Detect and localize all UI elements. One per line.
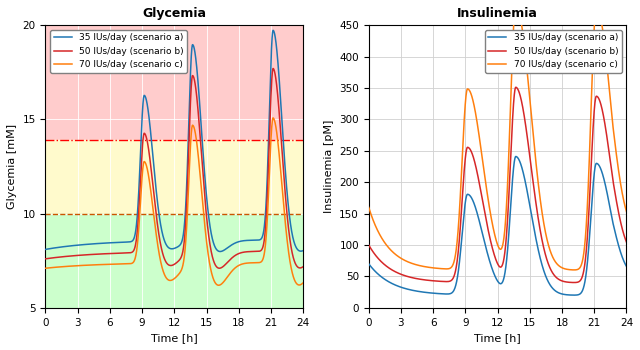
Bar xyxy=(45,140,303,214)
Bar xyxy=(45,25,303,140)
50 IUs/day (scenario b) xyxy=(410,276,417,280)
70 IUs/day (scenario c) xyxy=(140,160,148,164)
35 IUs/day (scenario a) xyxy=(410,288,417,293)
70 IUs/day (scenario c) xyxy=(267,148,275,152)
70 IUs/day (scenario c) xyxy=(42,266,49,270)
35 IUs/day (scenario a) xyxy=(475,217,483,221)
50 IUs/day (scenario b) xyxy=(394,271,402,275)
Bar xyxy=(45,214,303,308)
70 IUs/day (scenario c) xyxy=(300,281,307,285)
70 IUs/day (scenario c) xyxy=(410,262,417,266)
70 IUs/day (scenario c) xyxy=(269,116,277,120)
35 IUs/day (scenario a) xyxy=(512,154,520,159)
70 IUs/day (scenario c) xyxy=(86,263,94,267)
Y-axis label: Insulinemia [pM]: Insulinemia [pM] xyxy=(324,120,333,213)
35 IUs/day (scenario a) xyxy=(267,75,275,79)
50 IUs/day (scenario b) xyxy=(365,243,372,247)
50 IUs/day (scenario b) xyxy=(570,280,578,285)
50 IUs/day (scenario b) xyxy=(590,114,598,119)
X-axis label: Time [h]: Time [h] xyxy=(151,333,198,343)
35 IUs/day (scenario a) xyxy=(71,243,79,247)
70 IUs/day (scenario c) xyxy=(618,187,625,191)
Line: 50 IUs/day (scenario b): 50 IUs/day (scenario b) xyxy=(369,87,627,282)
50 IUs/day (scenario b) xyxy=(216,266,223,270)
50 IUs/day (scenario b) xyxy=(294,265,302,270)
Title: Glycemia: Glycemia xyxy=(142,7,206,20)
50 IUs/day (scenario b) xyxy=(623,240,630,244)
70 IUs/day (scenario c) xyxy=(294,283,302,287)
35 IUs/day (scenario a) xyxy=(152,181,159,186)
35 IUs/day (scenario a) xyxy=(300,248,307,253)
Line: 70 IUs/day (scenario c): 70 IUs/day (scenario c) xyxy=(369,5,627,270)
Line: 35 IUs/day (scenario a): 35 IUs/day (scenario a) xyxy=(369,156,627,295)
35 IUs/day (scenario a) xyxy=(269,28,277,33)
70 IUs/day (scenario c) xyxy=(215,283,223,287)
50 IUs/day (scenario b) xyxy=(475,178,483,182)
Line: 35 IUs/day (scenario a): 35 IUs/day (scenario a) xyxy=(45,30,303,252)
35 IUs/day (scenario a) xyxy=(86,242,94,246)
X-axis label: Time [h]: Time [h] xyxy=(474,333,521,343)
70 IUs/day (scenario c) xyxy=(623,209,630,214)
50 IUs/day (scenario b) xyxy=(269,66,277,71)
50 IUs/day (scenario b) xyxy=(71,253,79,258)
35 IUs/day (scenario a) xyxy=(394,284,402,288)
50 IUs/day (scenario b) xyxy=(140,131,148,135)
50 IUs/day (scenario b) xyxy=(42,257,49,261)
Legend: 35 IUs/day (scenario a), 50 IUs/day (scenario b), 70 IUs/day (scenario c): 35 IUs/day (scenario a), 50 IUs/day (sce… xyxy=(484,30,622,73)
Y-axis label: Glycemia [mM]: Glycemia [mM] xyxy=(7,124,17,209)
Title: Insulinemia: Insulinemia xyxy=(457,7,538,20)
35 IUs/day (scenario a) xyxy=(570,293,578,297)
Line: 70 IUs/day (scenario c): 70 IUs/day (scenario c) xyxy=(45,118,303,285)
70 IUs/day (scenario c) xyxy=(152,226,159,231)
50 IUs/day (scenario b) xyxy=(464,145,472,149)
70 IUs/day (scenario c) xyxy=(365,205,372,209)
35 IUs/day (scenario a) xyxy=(140,93,148,98)
70 IUs/day (scenario c) xyxy=(71,264,79,268)
35 IUs/day (scenario a) xyxy=(623,264,630,268)
35 IUs/day (scenario a) xyxy=(365,262,372,266)
70 IUs/day (scenario c) xyxy=(512,3,520,7)
50 IUs/day (scenario b) xyxy=(512,85,520,89)
35 IUs/day (scenario a) xyxy=(216,250,224,254)
Legend: 35 IUs/day (scenario a), 50 IUs/day (scenario b), 70 IUs/day (scenario c): 35 IUs/day (scenario a), 50 IUs/day (sce… xyxy=(50,30,187,73)
50 IUs/day (scenario b) xyxy=(86,252,94,257)
35 IUs/day (scenario a) xyxy=(618,253,625,257)
70 IUs/day (scenario c) xyxy=(464,87,472,91)
35 IUs/day (scenario a) xyxy=(42,247,49,252)
70 IUs/day (scenario c) xyxy=(475,131,483,135)
35 IUs/day (scenario a) xyxy=(590,176,598,180)
50 IUs/day (scenario b) xyxy=(267,107,275,111)
35 IUs/day (scenario a) xyxy=(464,192,472,196)
35 IUs/day (scenario a) xyxy=(294,248,302,252)
70 IUs/day (scenario c) xyxy=(394,254,402,259)
70 IUs/day (scenario c) xyxy=(590,34,598,38)
50 IUs/day (scenario b) xyxy=(152,206,159,211)
50 IUs/day (scenario b) xyxy=(300,265,307,269)
50 IUs/day (scenario b) xyxy=(618,224,625,228)
70 IUs/day (scenario c) xyxy=(570,268,578,272)
Line: 50 IUs/day (scenario b): 50 IUs/day (scenario b) xyxy=(45,69,303,268)
